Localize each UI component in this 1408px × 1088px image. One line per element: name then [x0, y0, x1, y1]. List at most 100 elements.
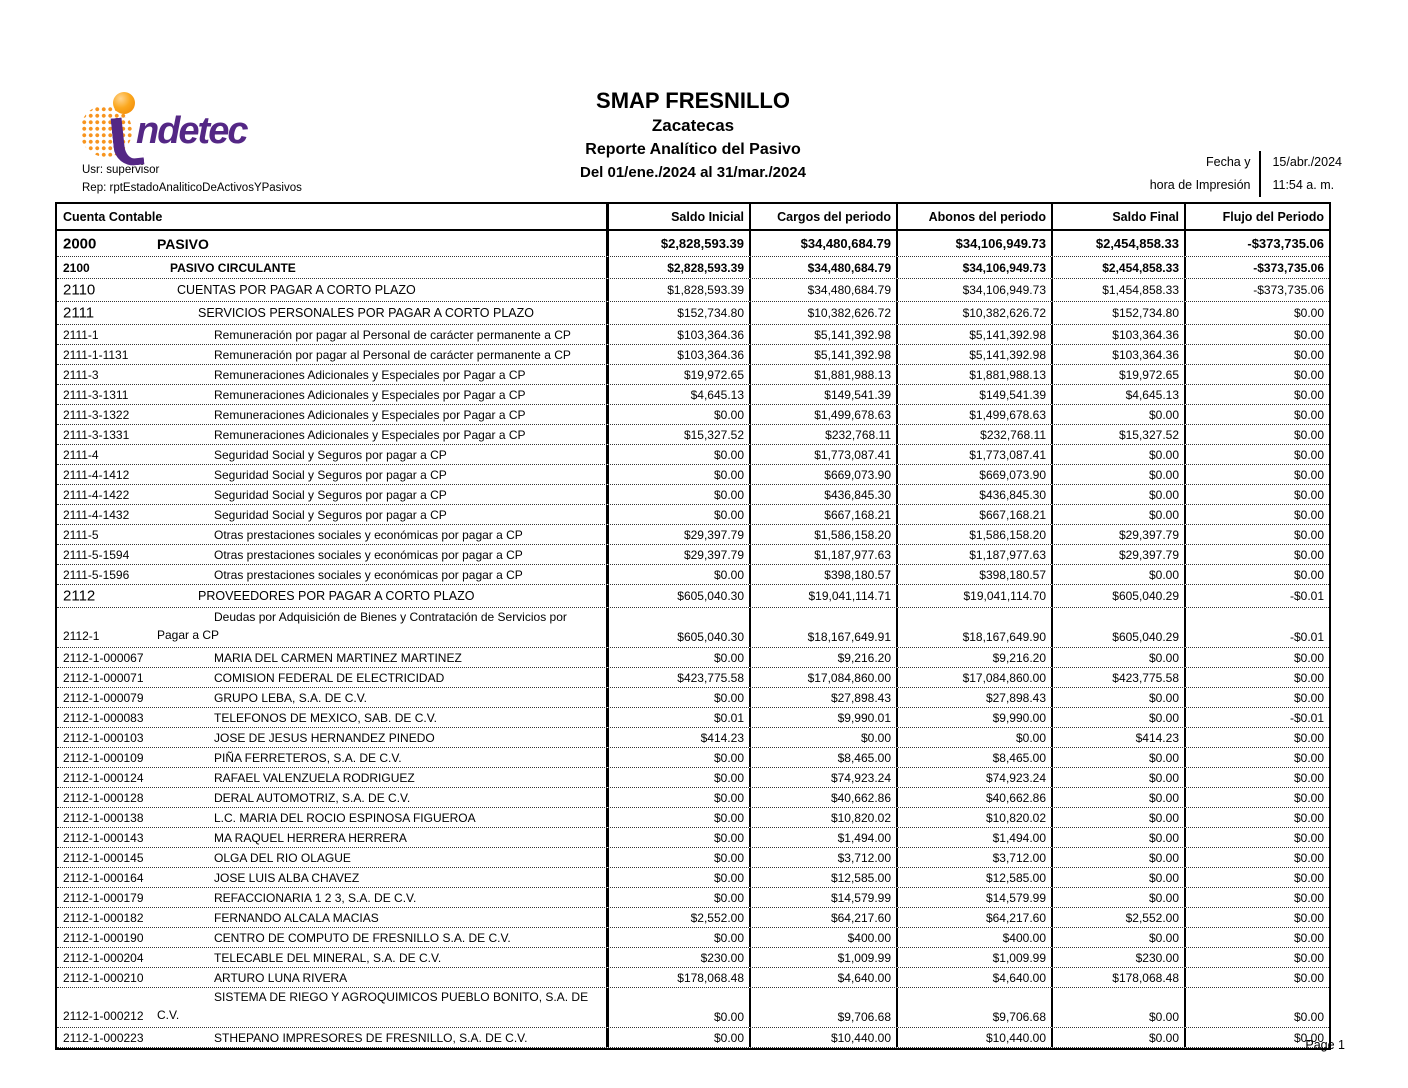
table-row: 2111-3-1311 Remuneraciones Adicionales y …: [57, 385, 1329, 405]
amount-cell: $1,586,158.20: [898, 525, 1053, 544]
account-description: CENTRO DE COMPUTO DE FRESNILLO S.A. DE C…: [214, 930, 511, 945]
table-row: 2112-1-000128 DERAL AUTOMOTRIZ, S.A. DE C…: [57, 788, 1329, 808]
table-row: 2112-1-000164 JOSE LUIS ALBA CHAVEZ $0.00 $…: [57, 868, 1329, 888]
amount-cell: $40,662.86: [898, 788, 1053, 807]
amount-cell: $1,187,977.63: [898, 545, 1053, 564]
amount-cell: $667,168.21: [898, 505, 1053, 524]
amount-cell: $0.00: [1293, 467, 1324, 482]
amount-cell: $0.00: [1293, 890, 1324, 905]
account-cell: 2112-1-000143 MA RAQUEL HERRERA HERRERA: [57, 828, 609, 847]
amount-cell: $0.00: [1293, 930, 1324, 945]
amount-cell: $9,216.20: [898, 648, 1053, 667]
amount-cell: $0.00: [609, 748, 751, 767]
account-description: MA RAQUEL HERRERA HERRERA: [214, 830, 407, 845]
table-row: 2111-3-1331 Remuneraciones Adicionales y …: [57, 425, 1329, 445]
amount-cell: $27,898.43: [751, 688, 898, 707]
amount-cell: $0.00: [1293, 790, 1324, 805]
amount-cell: $232,768.11: [898, 425, 1053, 444]
amount-cell: $2,552.00: [1053, 908, 1186, 927]
amount-cell: $0.00: [609, 505, 751, 524]
amount-cell: $0.00: [1293, 810, 1324, 825]
org-subtitle: Zacatecas: [651, 116, 735, 135]
table-row: 2111-5 Otras prestaciones sociales y econ…: [57, 525, 1329, 545]
amount-cell: $0.00: [1053, 565, 1186, 584]
table-row: 2111-4-1422 Seguridad Social y Seguros po…: [57, 485, 1329, 505]
amount-cell: $0.00: [1053, 748, 1186, 767]
account-code: 2112-1-000128: [63, 790, 144, 805]
amount-cell: $0.00: [1293, 730, 1324, 745]
account-description: JOSE DE JESUS HERNANDEZ PINEDO: [214, 730, 435, 745]
table-row: 2111-4-1412 Seguridad Social y Seguros po…: [57, 465, 1329, 485]
account-description: Remuneración por pagar al Personal de ca…: [214, 327, 571, 342]
amount-cell: $74,923.24: [751, 768, 898, 787]
amount-cell: $0.00: [609, 828, 751, 847]
table-row: 2112-1-000083 TELEFONOS DE MEXICO, SAB. D…: [57, 708, 1329, 728]
account-description: Remuneraciones Adicionales y Especiales …: [214, 367, 526, 382]
account-description: Otras prestaciones sociales y económicas…: [214, 567, 523, 582]
amount-cell: $10,382,626.72: [751, 302, 898, 324]
column-header: Flujo del Periodo: [1222, 209, 1324, 224]
account-code: 2111-1: [63, 327, 99, 342]
amount-cell: $398,180.57: [898, 565, 1053, 584]
amount-cell: $669,073.90: [898, 465, 1053, 484]
account-cell: 2112-1-000083 TELEFONOS DE MEXICO, SAB. D…: [57, 708, 609, 727]
amount-cell: $19,041,114.70: [898, 585, 1053, 607]
amount-cell: $29,397.79: [1053, 545, 1186, 564]
account-code: 2112-1-000124: [63, 770, 144, 785]
amount-cell: -$0.01: [1289, 710, 1324, 725]
account-code: 2111-5-1594: [63, 547, 130, 562]
account-cell: 2111-1-1131 Remuneración por pagar al Per…: [57, 345, 609, 364]
amount-cell: $103,364.36: [609, 325, 751, 344]
amount-cell: $34,106,949.73: [898, 279, 1053, 301]
account-cell: 2111-5-1596 Otras prestaciones sociales y…: [57, 565, 609, 584]
amount-cell: $0.00: [1293, 447, 1324, 462]
account-cell: 2112-1-000138 L.C. MARIA DEL ROCIO ESPINO…: [57, 808, 609, 827]
table-row: 2112-1-000145 OLGA DEL RIO OLAGUE $0.00 $3,…: [57, 848, 1329, 868]
amount-cell: $178,068.48: [609, 968, 751, 987]
account-cell: 2112-1-000212 SISTEMA DE RIEGO Y AGROQUIM…: [57, 988, 609, 1027]
amount-cell: $0.00: [1293, 487, 1324, 502]
account-code: 2111-5: [63, 527, 99, 542]
amount-cell: $9,216.20: [751, 648, 898, 667]
amount-cell: $103,364.36: [609, 345, 751, 364]
account-description: Remuneraciones Adicionales y Especiales …: [214, 387, 526, 402]
table-row: 2112-1-000067 MARIA DEL CARMEN MARTINEZ M…: [57, 648, 1329, 668]
amount-cell: $0.00: [1293, 850, 1324, 865]
account-cell: 2112-1-000182 FERNANDO ALCALA MACIAS: [57, 908, 609, 927]
amount-cell: $400.00: [751, 928, 898, 947]
account-code: 2111-3-1311: [63, 387, 129, 402]
account-description: Seguridad Social y Seguros por pagar a C…: [214, 507, 447, 522]
amount-cell: $1,881,988.13: [751, 365, 898, 384]
amount-cell: $34,480,684.79: [751, 231, 898, 256]
amount-cell: $2,828,593.39: [609, 231, 751, 256]
logo-text: ndetec: [136, 110, 248, 152]
amount-cell: $0.00: [1293, 387, 1324, 402]
amount-cell: $29,397.79: [609, 545, 751, 564]
date-label: Fecha y: [1206, 155, 1251, 169]
account-code: 2112-1-000182: [63, 910, 144, 925]
account-description: Seguridad Social y Seguros por pagar a C…: [214, 447, 447, 462]
amount-cell: $2,552.00: [609, 908, 751, 927]
account-cell: 2111-3-1311 Remuneraciones Adicionales y …: [57, 385, 609, 404]
amount-cell: $1,586,158.20: [751, 525, 898, 544]
report-table: Cuenta Contable Saldo Inicial Cargos del p…: [55, 202, 1331, 1050]
amount-cell: $1,187,977.63: [751, 545, 898, 564]
amount-cell: $0.00: [1293, 527, 1324, 542]
account-code: 2111-3: [63, 367, 99, 382]
amount-cell: $34,480,684.79: [751, 257, 898, 278]
amount-cell: $0.00: [1293, 427, 1324, 442]
amount-cell: $0.00: [1293, 910, 1324, 925]
account-code: 2111-4: [63, 447, 99, 462]
amount-cell: $0.00: [1293, 306, 1324, 320]
account-cell: 2111-4 Seguridad Social y Seguros por pag…: [57, 445, 609, 464]
amount-cell: $0.00: [609, 565, 751, 584]
account-code: 2112-1-000223: [63, 1030, 144, 1045]
amount-cell: $0.00: [1053, 928, 1186, 947]
amount-cell: $10,440.00: [751, 1028, 898, 1047]
column-header: Saldo Inicial: [609, 204, 751, 229]
amount-cell: $0.00: [1293, 650, 1324, 665]
account-description: PIÑA FERRETEROS, S.A. DE C.V.: [214, 750, 402, 765]
table-row: 2112-1 Deudas por Adquisición de Bienes y…: [57, 608, 1329, 648]
account-cell: 2000 PASIVO: [57, 231, 609, 256]
account-description: MARIA DEL CARMEN MARTINEZ MARTINEZ: [214, 650, 462, 665]
